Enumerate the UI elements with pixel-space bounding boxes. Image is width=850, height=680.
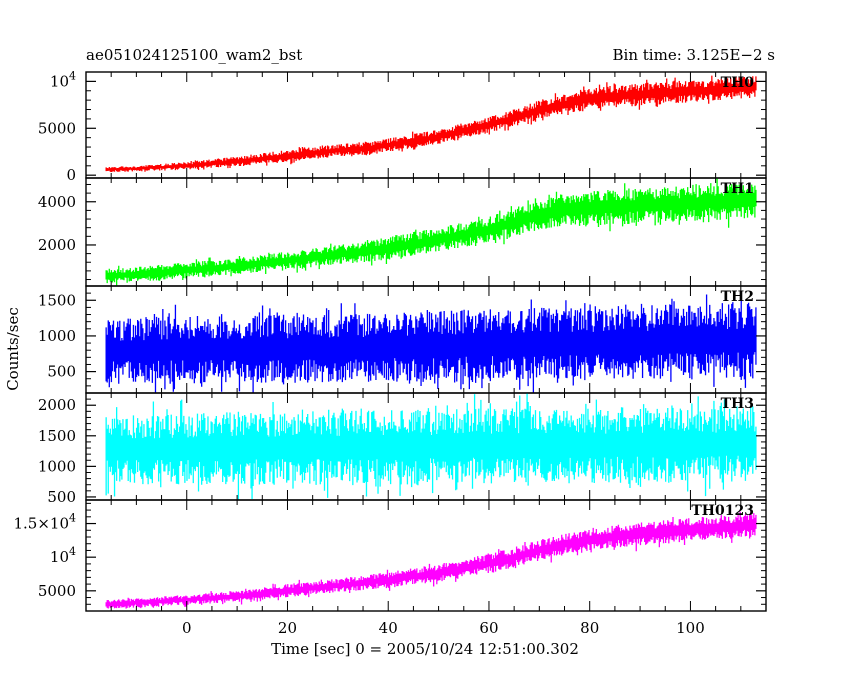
y-axis-title: Counts/sec (4, 307, 22, 391)
x-tick-label: 40 (379, 619, 398, 637)
y-tick-label: 2000 (38, 236, 76, 254)
panel-label: TH0 (721, 75, 755, 91)
panel-label: TH1 (721, 181, 754, 197)
series-th1 (105, 178, 757, 286)
panel-th0: TH0 0 5000 104 (38, 69, 767, 184)
y-tick-label: 4000 (38, 193, 76, 211)
bin-time-label: Bin time: 3.125E−2 s (613, 46, 775, 64)
y-tick-label: 1000 (38, 457, 76, 475)
chart-title: ae051024125100_wam2_bst (86, 46, 302, 64)
y-tick-label: 1500 (38, 427, 76, 445)
y-tick-label: 104 (50, 545, 76, 566)
y-tick-label: 500 (47, 488, 76, 506)
y-tick-label: 2000 (38, 396, 76, 414)
x-axis-title: Time [sec] 0 = 2005/10/24 12:51:00.302 (271, 640, 579, 658)
panel-label: TH3 (721, 396, 754, 412)
panel-label: TH0123 (691, 503, 754, 519)
series-th0123 (105, 511, 757, 609)
y-tick-label: 500 (47, 363, 76, 381)
panel-label: TH2 (721, 289, 754, 305)
x-tick-label: 100 (676, 619, 705, 637)
series-th0 (105, 75, 757, 172)
y-tick-label: 104 (50, 69, 76, 90)
series-th3 (105, 393, 757, 500)
panel-th0123: TH0123 5000 104 1.5×104 (13, 499, 767, 612)
x-tick-label: 80 (580, 619, 599, 637)
panels: TH0 0 5000 104 TH1 2000 4000 TH2 500 1000 1500 TH3 5… (13, 69, 767, 612)
panel-th3: TH3 500 1000 1500 2000 (38, 392, 767, 506)
panel-frame (85, 499, 767, 612)
series-th2 (105, 293, 757, 393)
y-tick-label: 5000 (38, 119, 76, 137)
y-tick-label: 1.5×104 (13, 512, 76, 533)
panel-th1: TH1 2000 4000 (38, 177, 767, 287)
x-tick-label: 60 (479, 619, 498, 637)
x-axis: 0 20 40 60 80 100 (182, 619, 705, 637)
y-tick-label: 1500 (38, 291, 76, 309)
panel-th2: TH2 500 1000 1500 (38, 285, 767, 394)
x-tick-label: 0 (182, 619, 192, 637)
y-tick-label: 1000 (38, 327, 76, 345)
y-tick-label: 0 (66, 166, 76, 184)
y-tick-label: 5000 (38, 582, 76, 600)
x-tick-label: 20 (278, 619, 297, 637)
